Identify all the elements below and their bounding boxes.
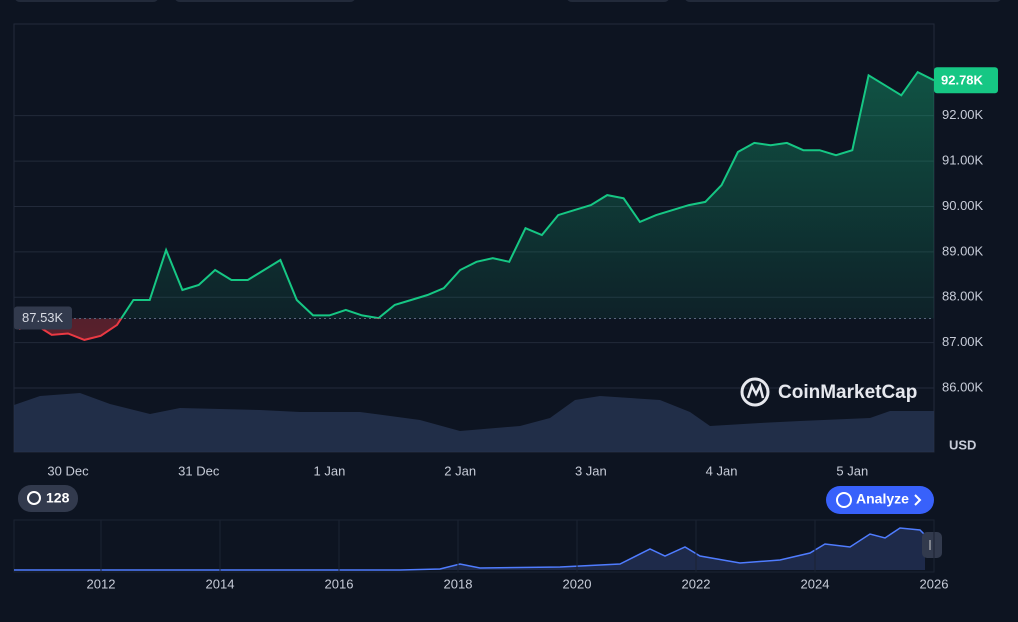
watermark-text: CoinMarketCap — [778, 382, 917, 403]
history-count[interactable]: 128 — [46, 490, 70, 506]
overview-year-label: 2014 — [206, 576, 235, 591]
price-line — [119, 70, 935, 319]
x-tick-label: 1 Jan — [314, 463, 346, 478]
y-tick-label: 88.00K — [942, 289, 984, 304]
overview-year-label: 2026 — [920, 576, 949, 591]
overview-handle[interactable] — [922, 532, 942, 558]
price-tag: 92.78K — [941, 73, 984, 88]
x-tick-label: 3 Jan — [575, 463, 607, 478]
top-button[interactable] — [684, 0, 1002, 2]
area-above — [19, 72, 934, 319]
x-tick-label: 30 Dec — [47, 463, 89, 478]
analyze-button[interactable]: Analyze — [826, 486, 934, 514]
overview-year-label: 2024 — [801, 576, 830, 591]
price-tag-bg — [934, 67, 998, 94]
top-button[interactable] — [566, 0, 670, 2]
overview-year-label: 2022 — [682, 576, 711, 591]
x-tick-label: 5 Jan — [836, 463, 868, 478]
top-button[interactable] — [14, 0, 159, 2]
y-tick-label: 87.00K — [942, 334, 984, 349]
x-tick-label: 2 Jan — [444, 463, 476, 478]
y-tick-label: 86.00K — [942, 379, 984, 394]
overview-year-label: 2020 — [563, 576, 592, 591]
volume-area — [14, 393, 934, 452]
overview-year-label: 2012 — [87, 576, 116, 591]
currency-label: USD — [949, 437, 976, 452]
open-tag: 87.53K — [22, 310, 64, 325]
y-tick-label: 91.00K — [942, 153, 984, 168]
history-badge[interactable]: 128 — [18, 485, 78, 512]
overview-year-label: 2016 — [325, 576, 354, 591]
overview-area — [14, 528, 925, 570]
open-tag-bg — [14, 306, 72, 330]
analyze-button-bg[interactable] — [826, 486, 934, 514]
analyze-label[interactable]: Analyze — [856, 491, 909, 507]
overview-line — [14, 527, 926, 571]
top-button[interactable] — [174, 0, 356, 2]
x-tick-label: 31 Dec — [178, 463, 220, 478]
overview-year-label: 2018 — [444, 576, 473, 591]
watermark: CoinMarketCap — [740, 377, 917, 407]
y-tick-label: 90.00K — [942, 198, 984, 213]
y-tick-label: 92.00K — [942, 107, 984, 122]
x-tick-label: 4 Jan — [706, 463, 738, 478]
y-tick-label: 89.00K — [942, 243, 984, 258]
